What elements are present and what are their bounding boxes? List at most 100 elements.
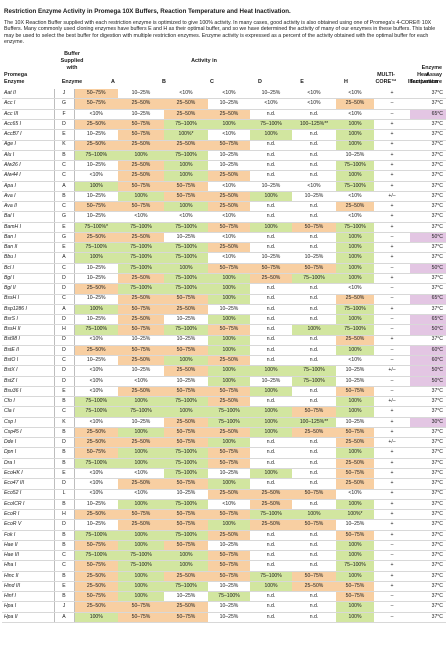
cell-heat-inactivation: – xyxy=(374,98,410,110)
cell-heat-inactivation: + xyxy=(374,140,410,151)
cell-enzyme: BstO I xyxy=(2,355,54,367)
cell-multi-core: 100% xyxy=(336,396,374,408)
cell-enzyme: EcoICR I xyxy=(2,499,54,511)
cell-enzyme: BssH II xyxy=(2,324,54,336)
cell-b: 50–75% xyxy=(118,612,164,624)
cell-multi-core: 100% xyxy=(336,612,374,624)
cell-buffer: C xyxy=(53,160,75,172)
cell-c: 75–100% xyxy=(164,447,208,459)
cell-a: 100% xyxy=(74,181,118,192)
cell-temperature: 37°C xyxy=(410,150,446,162)
cell-a: 50–75% xyxy=(74,560,118,572)
table-body: Aat II J 50–75% 10–25% <10% <10% 10–25% <10% <10… xyxy=(2,89,446,624)
cell-c: 10–25% xyxy=(164,376,208,387)
cell-c: 25–50% xyxy=(164,365,208,377)
cell-a: 50–75% xyxy=(74,447,118,459)
cell-buffer: A xyxy=(53,612,75,624)
cell-heat-inactivation: – xyxy=(374,355,410,367)
table-row: Alw26 I C 10–25% 25–50% 100% 10–25% n.d. n.d. 75… xyxy=(2,160,446,172)
cell-c: 100% xyxy=(164,550,208,562)
cell-b: 50–75% xyxy=(118,324,164,336)
cell-b: 75–100% xyxy=(118,406,164,418)
cell-temperature: 37°C xyxy=(410,571,446,582)
cell-enzyme: Age I xyxy=(2,140,54,151)
cell-a: 10–25% xyxy=(74,499,118,511)
cell-b: 25–50% xyxy=(118,294,164,305)
cell-b: 75–100% xyxy=(118,560,164,572)
cell-a: <10% xyxy=(74,170,118,182)
cell-h: 25–50% xyxy=(292,427,336,439)
cell-multi-core: 100% xyxy=(336,345,374,357)
table-row: Ava II C 50–75% 50–75% 100% 25–50% n.d. n.d. 25–… xyxy=(2,201,446,213)
cell-buffer: D xyxy=(53,478,75,490)
cell-multi-core: 50–75% xyxy=(336,468,374,480)
cell-buffer: B xyxy=(53,499,75,511)
cell-enzyme: EcoR V xyxy=(2,519,54,531)
cell-multi-core: <10% xyxy=(336,211,374,223)
cell-d: 75–100% xyxy=(208,417,250,428)
cell-e: n.d. xyxy=(250,530,292,541)
cell-buffer: D xyxy=(53,437,75,449)
cell-c: 50–75% xyxy=(164,191,208,203)
header-buffer-line3: with xyxy=(66,65,78,72)
cell-heat-inactivation: + xyxy=(374,468,410,480)
cell-heat-inactivation: + xyxy=(374,201,410,213)
cell-b: 25–50% xyxy=(118,314,164,326)
cell-buffer: J xyxy=(53,89,75,100)
cell-e: 75–100% xyxy=(250,509,292,521)
table-row: Hae II B 50–75% 100% 50–75% 10–25% n.d. n.d. 100… xyxy=(2,540,446,552)
cell-buffer: C xyxy=(53,355,75,367)
cell-h: n.d. xyxy=(292,386,336,398)
cell-b: 50–75% xyxy=(118,601,164,613)
cell-c: 75–100% xyxy=(164,242,208,254)
cell-d: 25–50% xyxy=(208,201,250,213)
cell-a: 50–75% xyxy=(74,89,118,100)
cell-h: <10% xyxy=(292,89,336,100)
cell-multi-core: 100% xyxy=(336,119,374,131)
cell-a: 10–25% xyxy=(74,263,118,274)
cell-e: n.d. xyxy=(250,601,292,613)
cell-buffer: D xyxy=(53,273,75,285)
cell-a: 25–50% xyxy=(74,509,118,521)
cell-b: 75–100% xyxy=(118,242,164,254)
cell-b: 25–50% xyxy=(118,273,164,285)
cell-h: n.d. xyxy=(292,170,336,182)
cell-temperature: 50°C xyxy=(410,376,446,387)
table-row: BamH I E 75–100%* 75–100% 75–100% 50–75% 100% 5… xyxy=(2,222,446,233)
cell-multi-core: 25–50% xyxy=(336,437,374,449)
cell-heat-inactivation: + xyxy=(374,530,410,541)
header-assay-line1: Enzyme xyxy=(421,65,442,72)
cell-a: 75–100% xyxy=(74,406,118,418)
cell-c: 100% xyxy=(164,263,208,274)
cell-enzyme: Alu I xyxy=(2,150,54,162)
header-h: H xyxy=(344,79,348,86)
cell-temperature: 37°C xyxy=(410,601,446,613)
cell-buffer: B xyxy=(53,447,75,459)
cell-a: 75–100% xyxy=(74,242,118,254)
cell-b: 100% xyxy=(118,530,164,541)
cell-enzyme: Hpa II xyxy=(2,612,54,624)
cell-buffer: D xyxy=(53,335,75,346)
cell-h: n.d. xyxy=(292,447,336,459)
cell-enzyme: Hinf I xyxy=(2,591,54,603)
cell-c: 100% xyxy=(164,170,208,182)
cell-temperature: 37°C xyxy=(410,283,446,295)
cell-h: n.d. xyxy=(292,283,336,295)
cell-h: 100% xyxy=(292,509,336,521)
cell-temperature: 50°C xyxy=(410,324,446,336)
cell-d: 50–75% xyxy=(208,571,250,582)
cell-a: 10–25% xyxy=(74,211,118,223)
cell-d: 100% xyxy=(208,478,250,490)
cell-a: 25–50% xyxy=(74,437,118,449)
cell-multi-core: 25–50% xyxy=(336,478,374,490)
cell-heat-inactivation: – xyxy=(374,283,410,295)
cell-enzyme: Alw44 I xyxy=(2,170,54,182)
cell-h: n.d. xyxy=(292,468,336,480)
cell-e: n.d. xyxy=(250,211,292,223)
cell-temperature: 65°C xyxy=(410,109,446,120)
cell-temperature: 37°C xyxy=(410,406,446,418)
cell-d: 25–50% xyxy=(208,191,250,203)
cell-d: 25–50% xyxy=(208,530,250,541)
cell-multi-core: 10–25% xyxy=(336,417,374,428)
cell-b: 25–50% xyxy=(118,140,164,151)
